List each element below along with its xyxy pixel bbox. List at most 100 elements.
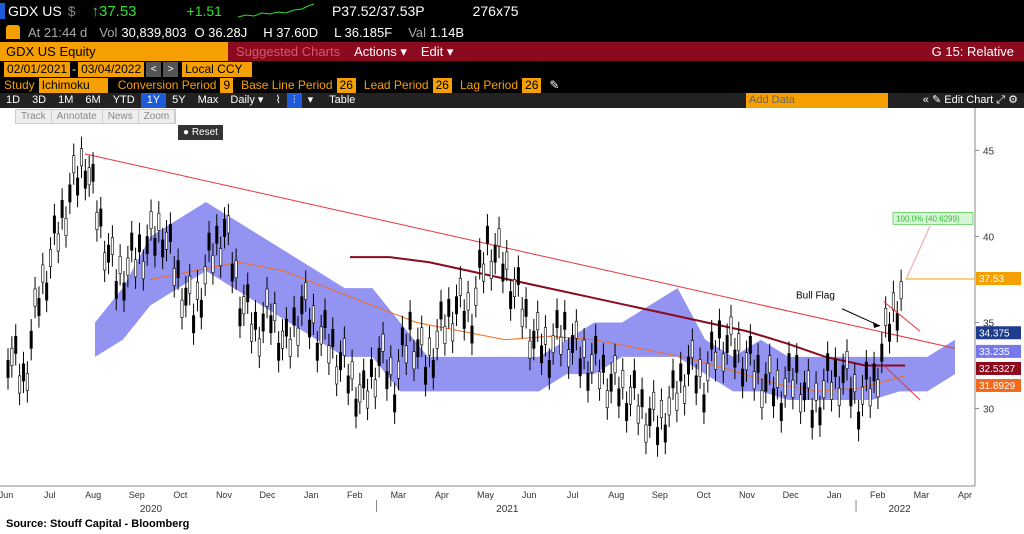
candle-body xyxy=(134,259,138,278)
candle-body xyxy=(60,200,64,218)
candle-body xyxy=(868,388,872,407)
period-1m[interactable]: 1M xyxy=(58,94,74,106)
ticker[interactable]: GDX US xyxy=(8,3,62,19)
settings-gear-icon[interactable]: ⚙ xyxy=(1008,94,1018,106)
candle-body xyxy=(68,184,72,203)
lead-field[interactable]: 26 xyxy=(432,77,452,93)
candle-body xyxy=(501,263,505,282)
candle-body xyxy=(250,323,254,342)
edit-chart-button[interactable]: ✎ Edit Chart xyxy=(931,94,994,106)
candle-body xyxy=(717,320,721,339)
candle-body xyxy=(555,310,559,328)
candle-body xyxy=(698,359,702,378)
candle-body xyxy=(845,351,849,369)
currency-select[interactable]: Local CCY xyxy=(182,61,253,77)
study-select[interactable]: Ichimoku xyxy=(38,77,108,93)
actions-menu[interactable]: Actions ▾ xyxy=(354,43,407,59)
period-3d[interactable]: 3D xyxy=(32,94,47,106)
frequency-select[interactable]: Daily ▾ xyxy=(230,94,264,106)
candle-body xyxy=(168,224,172,242)
edit-menu[interactable]: Edit ▾ xyxy=(420,43,454,59)
candle-body xyxy=(443,326,447,344)
candle-body xyxy=(520,308,524,327)
price-tag xyxy=(976,326,1021,340)
candle-body xyxy=(802,382,806,401)
period-max[interactable]: Max xyxy=(197,94,219,106)
candle-body xyxy=(416,339,420,358)
y-tick-label: 35 xyxy=(983,319,995,330)
pencil-icon[interactable]: ✎ xyxy=(549,78,560,92)
candle-body xyxy=(277,342,281,361)
candle-body xyxy=(744,352,748,371)
candle-body xyxy=(493,244,497,263)
security-title[interactable]: GDX US Equity xyxy=(0,42,228,61)
table-button[interactable]: Table xyxy=(329,94,356,106)
suggested-charts-button[interactable]: Suggested Charts xyxy=(236,44,341,59)
target-projection xyxy=(905,225,931,280)
candle-body xyxy=(207,232,211,251)
candle-body xyxy=(273,303,277,322)
candle-body xyxy=(656,427,660,445)
period-5y[interactable]: 5Y xyxy=(172,94,186,106)
candle-body xyxy=(45,282,49,301)
candle-body xyxy=(184,287,188,306)
collapse-icon[interactable]: « xyxy=(922,94,929,106)
candle-body xyxy=(760,390,764,408)
line-chart-icon[interactable]: ⌇ xyxy=(275,94,281,106)
candle-body xyxy=(300,296,304,315)
conversion-field[interactable]: 9 xyxy=(220,77,234,93)
period-1d[interactable]: 1D xyxy=(6,94,21,106)
candle-body xyxy=(110,237,114,255)
expand-icon[interactable]: ⤢ xyxy=(996,94,1006,106)
base-field[interactable]: 26 xyxy=(336,77,356,93)
candle-body xyxy=(601,354,605,373)
year-label: 2022 xyxy=(888,504,911,514)
end-date-field[interactable]: 03/04/2022 xyxy=(78,61,145,77)
price-chart[interactable]: 30 35 40 45 Jun Jul Aug Sep Oct Nov Dec Jan Feb Mar Ap… xyxy=(0,108,1024,514)
price-change: +1.51 xyxy=(186,3,222,19)
candle-body xyxy=(578,358,582,377)
candle-body xyxy=(702,394,706,413)
x-tick-label: Feb xyxy=(870,490,886,500)
candle-body xyxy=(663,424,667,443)
period-ytd[interactable]: YTD xyxy=(112,94,135,106)
zoom-tool[interactable]: Zoom xyxy=(139,110,176,123)
alert-icon[interactable] xyxy=(6,25,20,39)
low: L 36.185F xyxy=(334,24,393,40)
x-tick-label: Jan xyxy=(827,490,842,500)
add-data-input[interactable]: Add Data xyxy=(746,93,888,108)
candle-body xyxy=(153,237,157,256)
chart-type-dropdown-icon[interactable]: ▾ xyxy=(307,94,314,106)
candle-body xyxy=(87,167,91,186)
lag-field[interactable]: 26 xyxy=(522,77,542,93)
candle-body xyxy=(385,371,389,390)
candle-body xyxy=(617,388,621,407)
flag-upper xyxy=(883,301,921,332)
start-date-field[interactable]: 02/01/2021 xyxy=(4,61,71,77)
candle-body xyxy=(814,382,818,401)
next-arrow-icon[interactable]: > xyxy=(163,61,179,77)
study-row: Study Ichimoku Conversion Period 9 Base … xyxy=(0,77,1024,93)
candle-body xyxy=(431,360,435,378)
candle-body xyxy=(327,345,331,364)
reset-button[interactable]: ● Reset xyxy=(178,125,223,140)
candle-chart-icon[interactable]: ⫶ xyxy=(286,93,302,108)
candle-body xyxy=(176,260,180,279)
track-tool[interactable]: Track xyxy=(16,110,52,123)
date-separator: - xyxy=(72,62,77,76)
candle-body xyxy=(466,292,470,311)
candle-body xyxy=(570,335,574,353)
edit-chart-group: « ✎ Edit Chart ⤢ ⚙ xyxy=(923,93,1018,107)
period-1y[interactable]: 1Y xyxy=(140,93,167,108)
candle-body xyxy=(165,231,169,250)
chart-function-title: G 15: Relative xyxy=(931,44,1014,59)
annotate-tool[interactable]: Annotate xyxy=(52,110,103,123)
candle-body xyxy=(261,313,265,332)
chart-area[interactable]: 30 35 40 45 Jun Jul Aug Sep Oct Nov Dec Jan Feb Mar Ap… xyxy=(0,108,1024,514)
period-6m[interactable]: 6M xyxy=(85,94,101,106)
news-tool[interactable]: News xyxy=(103,110,139,123)
candle-body xyxy=(605,390,609,408)
candle-body xyxy=(586,372,590,391)
prev-arrow-icon[interactable]: < xyxy=(146,61,162,77)
x-tick-label: Oct xyxy=(696,490,711,500)
